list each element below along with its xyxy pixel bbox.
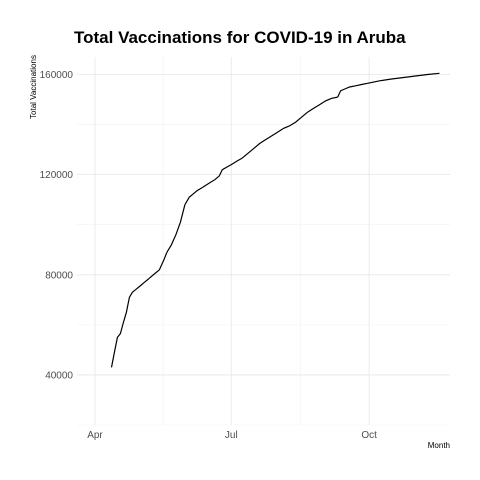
series-line-segment <box>148 252 168 280</box>
grid <box>77 57 450 426</box>
series-line-segment <box>135 278 150 291</box>
x-axis-label: Month <box>428 441 450 450</box>
chart-title: Total Vaccinations for COVID-19 in Aruba <box>74 28 406 47</box>
series-line-segment <box>337 82 368 98</box>
y-axis-ticks: 40000 80000 120000 160000 <box>40 70 74 381</box>
series-line-segment <box>110 289 136 368</box>
series-line-segment <box>241 125 290 159</box>
y-tick-label: 40000 <box>45 370 73 381</box>
x-axis-ticks: Apr Jul Oct <box>87 430 377 441</box>
x-tick-label: Jul <box>225 430 238 441</box>
x-tick-label: Oct <box>361 430 377 441</box>
series-line-segment <box>218 157 243 177</box>
series-line-segment <box>202 175 220 188</box>
series-line-segment <box>289 96 338 127</box>
y-axis-label: Total Vaccinations <box>29 55 38 119</box>
y-tick-label: 120000 <box>40 170 74 181</box>
y-tick-label: 80000 <box>45 270 73 281</box>
series-group <box>110 72 440 368</box>
y-tick-label: 160000 <box>40 70 74 81</box>
series-line-segment <box>184 186 204 206</box>
series-line-segment <box>367 72 440 84</box>
series-line-segment <box>166 204 186 253</box>
x-tick-label: Apr <box>87 430 103 441</box>
